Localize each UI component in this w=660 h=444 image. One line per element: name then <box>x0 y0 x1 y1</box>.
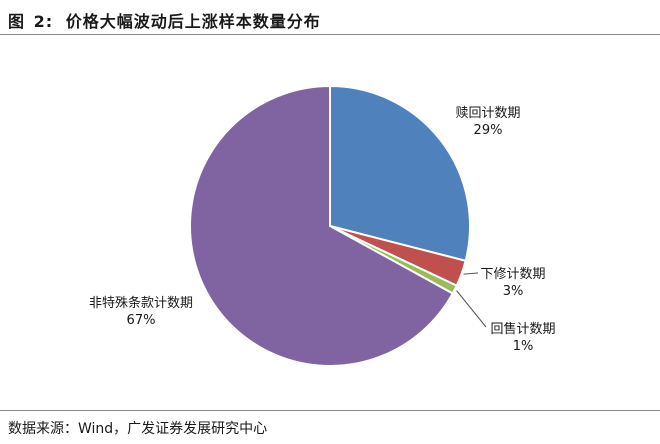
slice-label-name-1: 赎回计数期 <box>455 106 520 121</box>
slice-label-name-4: 非特殊条款计数期 <box>89 295 193 311</box>
leader-line-3 <box>456 290 487 328</box>
figure-number: 2: <box>33 12 54 31</box>
figure-title: 图 2: 价格大幅波动后上涨样本数量分布 <box>8 8 321 32</box>
slice-label-name-3: 回售计数期 <box>490 321 555 337</box>
chart-title: 价格大幅波动后上涨样本数量分布 <box>65 12 321 31</box>
slice-label-name-2: 下修计数期 <box>480 267 545 282</box>
pie-slices <box>189 84 471 367</box>
figure-label: 图 <box>8 12 26 31</box>
leader-line-2 <box>463 272 479 275</box>
slice-label-value-4: 67% <box>127 313 156 328</box>
slice-label-value-3: 1% <box>513 339 534 354</box>
slice-label-value-1: 29% <box>474 123 503 138</box>
title-divider <box>0 34 660 35</box>
slice-label-value-2: 3% <box>503 284 524 299</box>
slice-labels: 赎回计数期 29% 下修计数期 3% 回售计数期 1% 非特殊条款计数期 67% <box>89 106 556 354</box>
label-leader-lines <box>456 272 487 328</box>
source-divider <box>0 410 660 411</box>
pie-slice-1 <box>329 84 471 263</box>
pie-slice-4 <box>189 84 455 367</box>
source-note: 数据来源：Wind，广发证券发展研究中心 <box>8 421 268 437</box>
